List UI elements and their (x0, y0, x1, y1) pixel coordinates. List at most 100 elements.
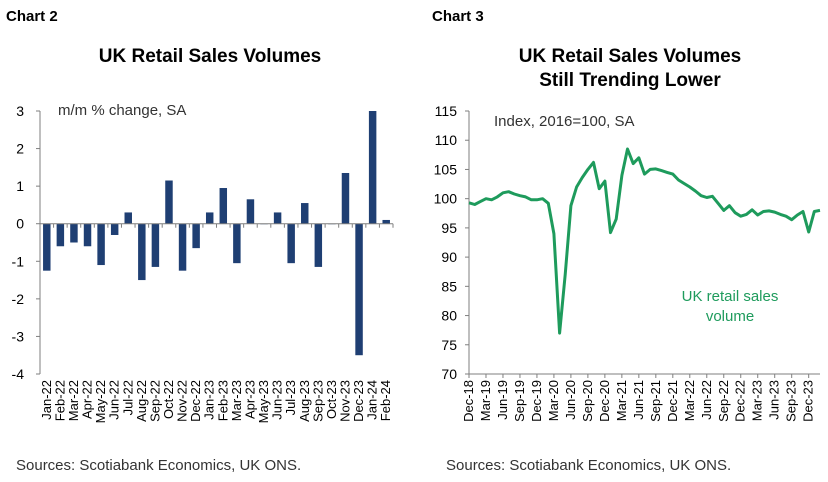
x-tick-label: Mar-23 (750, 380, 765, 421)
y-tick-label: -1 (12, 253, 25, 269)
x-tick-label: Jun-22 (107, 380, 122, 420)
x-tick-label: May-23 (256, 380, 271, 423)
x-tick-label: Dec-21 (665, 380, 680, 422)
bar (192, 223, 200, 249)
y-tick-label: 90 (441, 249, 457, 265)
y-tick-label: -3 (12, 328, 25, 344)
series-annotation-line1: UK retail sales (681, 288, 779, 305)
x-tick-label: Sep-23 (310, 380, 325, 422)
x-tick-label: Jun-20 (563, 380, 578, 420)
bar (70, 223, 78, 243)
x-tick-label: Feb-22 (52, 380, 67, 421)
bar (138, 223, 146, 281)
x-tick-label: May-22 (93, 380, 108, 423)
chart-3-label: Chart 3 (432, 8, 484, 25)
x-tick-label: Nov-22 (175, 380, 190, 422)
y-tick-label: -4 (12, 366, 25, 382)
x-tick-label: Mar-22 (66, 380, 81, 421)
x-tick-label: Dec-22 (188, 380, 203, 422)
chart-2-unit-note: m/m % change, SA (58, 102, 187, 119)
y-tick-label: 115 (435, 103, 458, 119)
y-tick-label: 75 (441, 337, 457, 353)
x-tick-label: Sep-22 (716, 380, 731, 422)
bar (97, 223, 105, 266)
x-tick-label: Aug-23 (297, 380, 312, 422)
chart-3-title-line2: Still Trending Lower (539, 70, 721, 91)
y-tick-label: 2 (16, 141, 24, 157)
chart-2-title: UK Retail Sales Volumes (98, 46, 322, 67)
x-tick-label: Jan-24 (365, 380, 380, 420)
y-tick-label: 0 (16, 216, 24, 232)
bar (301, 203, 309, 224)
x-tick-label: Dec-18 (461, 380, 476, 422)
x-tick-label: Dec-22 (733, 380, 748, 422)
x-tick-label: Oct-23 (324, 380, 339, 419)
x-tick-label: Dec-23 (351, 380, 366, 422)
y-tick-label: 80 (441, 308, 457, 324)
y-tick-label: 105 (434, 161, 458, 177)
bar-chart: 3210-1-2-3-4Jan-22Feb-22Mar-22Apr-22May-… (12, 103, 394, 423)
chart-3-source: Sources: Scotiabank Economics, UK ONS. (446, 457, 732, 474)
x-tick-label: Aug-22 (134, 380, 149, 422)
bar (83, 223, 92, 247)
y-tick-label: 70 (441, 366, 457, 382)
series-annotation-line2: volume (705, 308, 755, 325)
x-tick-label: Feb-23 (215, 380, 230, 421)
bar (273, 212, 282, 224)
bar (151, 223, 160, 267)
bar (43, 223, 51, 271)
x-tick-label: Apr-22 (80, 380, 95, 419)
x-tick-label: Jan-22 (39, 380, 54, 420)
y-tick-label: 100 (434, 191, 458, 207)
y-tick-label: 110 (435, 132, 458, 148)
bar (368, 111, 377, 224)
bar (246, 199, 255, 224)
x-tick-label: Nov-23 (337, 380, 352, 422)
series-line (468, 147, 821, 335)
x-tick-label: Jun-23 (767, 380, 782, 420)
x-tick-label: Mar-23 (229, 380, 244, 421)
x-tick-label: Mar-21 (614, 380, 629, 421)
y-tick-label: 85 (441, 278, 457, 294)
x-tick-label: Jul-23 (283, 380, 298, 415)
x-tick-label: Sep-20 (580, 380, 595, 422)
x-tick-label: Mar-22 (682, 380, 697, 421)
bar (341, 172, 350, 224)
x-tick-label: Jan-23 (202, 380, 217, 420)
x-tick-label: Sep-22 (147, 380, 162, 422)
bar (110, 223, 119, 235)
bar (287, 223, 295, 264)
bar (205, 212, 214, 224)
x-tick-label: Jun-23 (270, 380, 285, 420)
x-tick-label: Dec-20 (597, 380, 612, 422)
x-tick-label: Feb-24 (378, 380, 393, 421)
bar (314, 223, 323, 267)
x-tick-label: Dec-23 (801, 380, 816, 422)
y-tick-label: 95 (441, 220, 457, 236)
chart-3-unit-note: Index, 2016=100, SA (494, 113, 635, 130)
bar (124, 212, 132, 224)
y-tick-label: 1 (16, 178, 24, 194)
x-tick-label: Jun-19 (495, 380, 510, 420)
y-tick-label: 3 (16, 103, 24, 119)
x-tick-label: Mar-19 (478, 380, 493, 421)
chart-2-label: Chart 2 (6, 8, 58, 25)
x-tick-label: Apr-23 (242, 380, 257, 419)
bar (178, 223, 187, 271)
bar (233, 223, 241, 264)
bar (382, 219, 390, 224)
x-tick-label: Sep-23 (784, 380, 799, 422)
x-tick-label: Jul-22 (120, 380, 135, 415)
x-tick-label: Dec-19 (529, 380, 544, 422)
bar (165, 180, 173, 224)
x-tick-label: Sep-21 (648, 380, 663, 422)
x-tick-label: Jun-22 (699, 380, 714, 420)
bar (219, 188, 228, 224)
bar (56, 223, 65, 247)
y-tick-label: -2 (12, 291, 25, 307)
series-annotation: UK retail sales volume (655, 287, 805, 327)
chart-3-title-line1: UK Retail Sales Volumes (518, 46, 742, 67)
chart-2-source: Sources: Scotiabank Economics, UK ONS. (16, 457, 302, 474)
x-tick-label: Oct-22 (161, 380, 176, 419)
